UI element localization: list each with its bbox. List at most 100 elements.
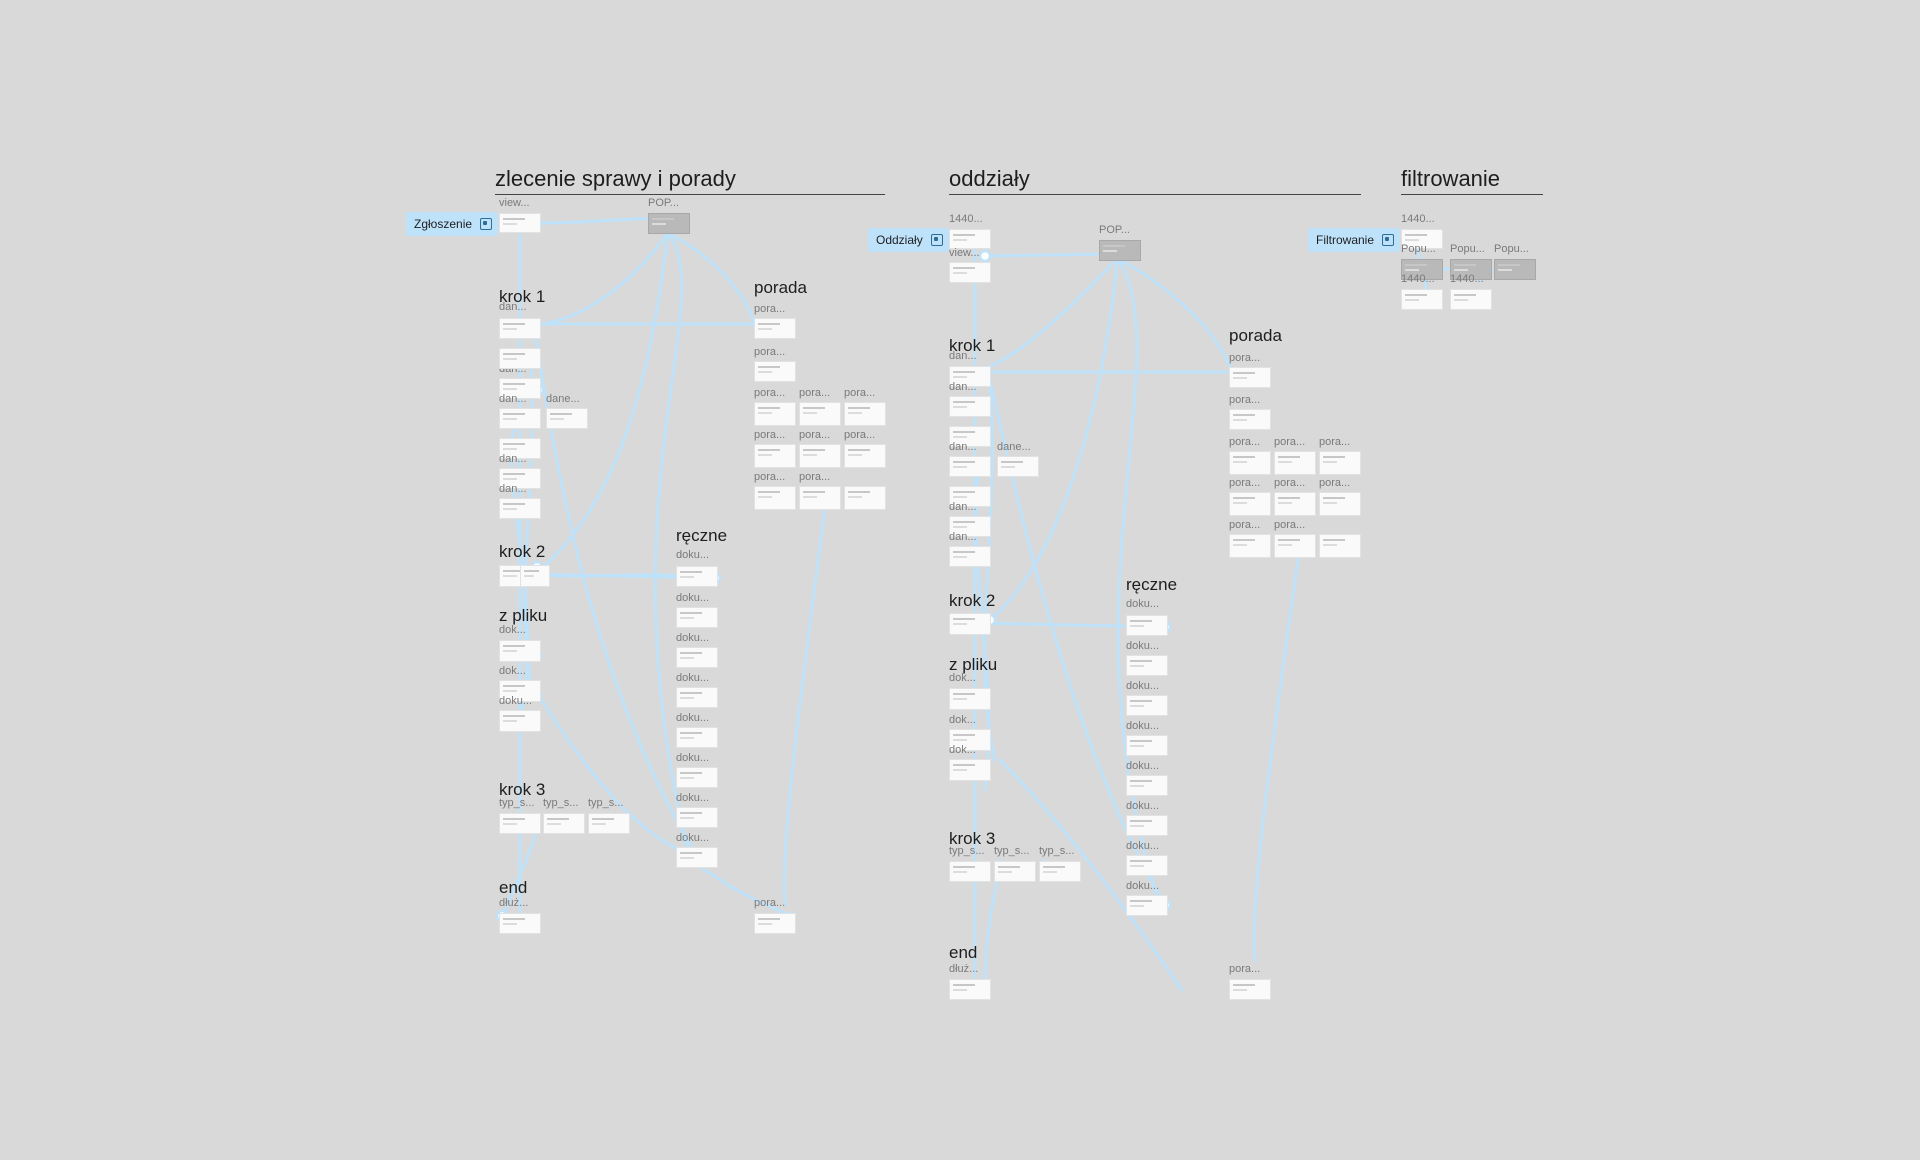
frame-thumbnail[interactable] (676, 727, 718, 748)
frame-thumbnail[interactable] (754, 913, 796, 934)
frame-thumbnail[interactable] (844, 444, 886, 468)
frame-thumbnail[interactable] (1126, 855, 1168, 876)
frame-thumbnail[interactable] (844, 402, 886, 426)
frame-thumbnail[interactable] (1450, 259, 1492, 280)
frame-thumbnail[interactable] (1274, 451, 1316, 475)
frame-thumbnail[interactable] (994, 861, 1036, 882)
frame-thumbnail[interactable] (1126, 695, 1168, 716)
frame-thumbnail[interactable] (676, 566, 718, 587)
frame-thumbnail[interactable] (676, 687, 718, 708)
frame-thumbnail[interactable] (1401, 289, 1443, 310)
frame-thumbnail[interactable] (949, 729, 991, 751)
frame-thumbnail[interactable] (499, 498, 541, 519)
frame-label: pora... (1229, 394, 1261, 406)
frame-thumbnail[interactable] (1319, 534, 1361, 558)
frame-thumbnail[interactable] (1450, 289, 1492, 310)
frame-thumbnail[interactable] (754, 486, 796, 510)
frame-thumbnail[interactable] (1401, 229, 1443, 249)
frame-thumbnail[interactable] (1401, 259, 1443, 280)
frame-thumbnail[interactable] (949, 759, 991, 781)
frame-thumbnail[interactable] (949, 613, 991, 635)
frame-thumbnail[interactable] (1126, 615, 1168, 636)
frame-thumbnail[interactable] (1319, 451, 1361, 475)
frame-label: pora... (1229, 963, 1261, 975)
frame-label: doku... (1126, 880, 1160, 892)
frame-thumbnail[interactable] (499, 408, 541, 429)
frame-thumbnail[interactable] (949, 546, 991, 567)
frame-thumbnail[interactable] (754, 402, 796, 426)
frame-thumbnail[interactable] (499, 680, 541, 702)
frame-thumbnail[interactable] (1229, 367, 1271, 388)
frame-label: pora... (1229, 352, 1261, 364)
frame-thumbnail[interactable] (499, 348, 541, 369)
frame-thumbnail[interactable] (1319, 492, 1361, 516)
frame-thumbnail[interactable] (1229, 534, 1271, 558)
frame-thumbnail[interactable] (499, 378, 541, 399)
flow-start-zgloszenie[interactable]: Zgłoszenie (406, 212, 499, 236)
frame-thumbnail[interactable] (1126, 735, 1168, 756)
frame-thumbnail[interactable] (499, 710, 541, 732)
frame-thumbnail[interactable] (1274, 492, 1316, 516)
frame-thumbnail[interactable] (1039, 861, 1081, 882)
frame-thumbnail[interactable] (754, 444, 796, 468)
play-flow-icon (1382, 234, 1395, 246)
frame-thumbnail[interactable] (799, 444, 841, 468)
frame-thumbnail[interactable] (844, 486, 886, 510)
frame-thumbnail[interactable] (949, 456, 991, 477)
frame-thumbnail[interactable] (499, 318, 541, 339)
flow-start-label: Zgłoszenie (414, 217, 473, 231)
frame-thumbnail[interactable] (949, 426, 991, 447)
frame-thumbnail[interactable] (997, 456, 1039, 477)
frame-thumbnail[interactable] (799, 486, 841, 510)
frame-thumbnail[interactable] (499, 213, 541, 233)
frame-thumbnail[interactable] (949, 229, 991, 249)
frame-label: doku... (1126, 598, 1160, 610)
frame-thumbnail[interactable] (546, 408, 588, 429)
frame-thumbnail[interactable] (499, 640, 541, 662)
frame-thumbnail[interactable] (1126, 895, 1168, 916)
frame-thumbnail[interactable] (949, 979, 991, 1000)
frame-thumbnail[interactable] (1229, 492, 1271, 516)
frame-thumbnail[interactable] (949, 688, 991, 710)
frame-thumbnail[interactable] (676, 847, 718, 868)
frame-thumbnail[interactable] (949, 396, 991, 417)
frame-thumbnail[interactable] (949, 861, 991, 882)
frame-thumbnail[interactable] (1126, 655, 1168, 676)
frame-thumbnail[interactable] (588, 813, 630, 834)
flow-start-oddzialy[interactable]: Oddziały (868, 228, 949, 252)
frame-thumbnail[interactable] (949, 516, 991, 537)
frame-thumbnail[interactable] (1229, 451, 1271, 475)
frame-thumbnail[interactable] (949, 486, 991, 507)
frame-thumbnail[interactable] (676, 607, 718, 628)
frame-thumbnail[interactable] (799, 402, 841, 426)
frame-thumbnail[interactable] (754, 318, 796, 339)
frame-label: pora... (754, 346, 786, 358)
frame-label: dan... (499, 483, 527, 495)
frame-thumbnail[interactable] (1274, 534, 1316, 558)
frame-thumbnail[interactable] (1126, 815, 1168, 836)
play-flow-icon (930, 234, 943, 246)
group-label-reczne: ręczne (676, 526, 728, 545)
flow-start-filtrowanie[interactable]: Filtrowanie (1308, 228, 1401, 252)
frame-thumbnail[interactable] (754, 361, 796, 382)
frame-thumbnail[interactable] (543, 813, 585, 834)
frame-thumbnail[interactable] (499, 468, 541, 489)
frame-thumbnail[interactable] (520, 565, 550, 587)
frame-thumbnail[interactable] (499, 913, 541, 934)
frame-label: pora... (754, 303, 786, 315)
frame-thumbnail[interactable] (1099, 240, 1141, 261)
frame-thumbnail[interactable] (1229, 979, 1271, 1000)
frame-thumbnail[interactable] (949, 262, 991, 283)
frame-thumbnail[interactable] (949, 366, 991, 387)
frame-label: pora... (1274, 477, 1306, 489)
frame-thumbnail[interactable] (499, 813, 541, 834)
frame-thumbnail[interactable] (676, 807, 718, 828)
frame-thumbnail[interactable] (1126, 775, 1168, 796)
frame-thumbnail[interactable] (676, 767, 718, 788)
frame-thumbnail[interactable] (676, 647, 718, 668)
frame-thumbnail[interactable] (1494, 259, 1536, 280)
frame-thumbnail[interactable] (648, 213, 690, 234)
frame-thumbnail[interactable] (1229, 409, 1271, 430)
frame-thumbnail[interactable] (499, 438, 541, 459)
group-label-krok1: krok 1 (949, 336, 996, 355)
